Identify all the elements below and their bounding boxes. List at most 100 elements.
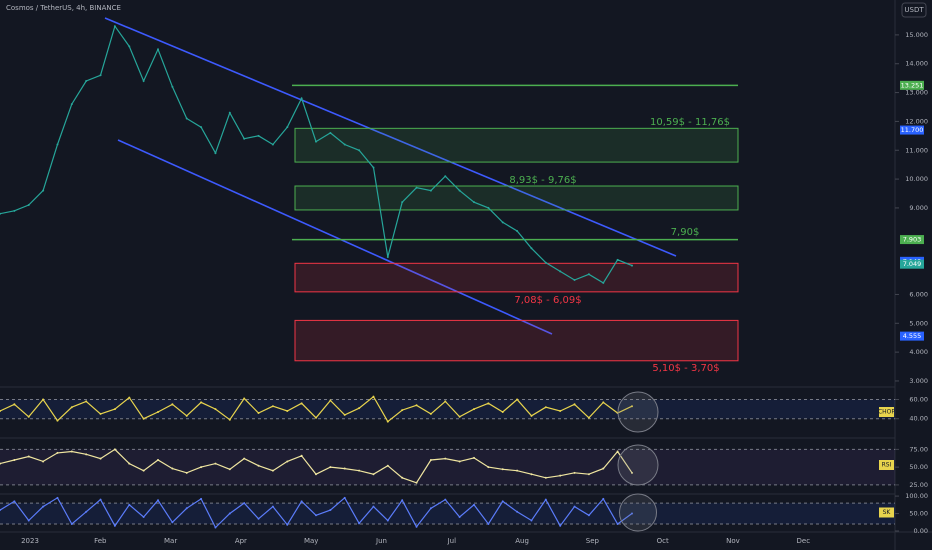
indicator-title: SK [883, 509, 892, 516]
data-point [142, 80, 145, 83]
data-point [113, 408, 116, 411]
data-point [559, 270, 562, 273]
data-point [544, 498, 547, 501]
zone-label: 10,59$ - 11,76$ [650, 117, 730, 128]
data-point [458, 415, 461, 418]
data-point [286, 410, 289, 413]
channel-line [117, 139, 553, 335]
data-point [372, 505, 375, 508]
zone-label: 7,08$ - 6,09$ [514, 295, 581, 306]
data-point [487, 466, 490, 469]
data-point [602, 467, 605, 470]
data-point [27, 519, 30, 522]
data-point [271, 405, 274, 408]
y-tick-label: 5.000 [909, 319, 928, 327]
data-point [27, 455, 30, 458]
data-point [343, 413, 346, 416]
price-tag [900, 331, 924, 341]
data-point [458, 516, 461, 519]
data-point [0, 410, 1, 413]
data-point [70, 103, 73, 106]
data-point [415, 404, 418, 407]
data-point [473, 456, 475, 459]
data-point [27, 204, 30, 207]
data-point [401, 409, 404, 412]
data-point [415, 525, 418, 528]
data-point [257, 517, 260, 520]
y-tick-label: 40.00 [909, 415, 928, 423]
price-tag [900, 259, 924, 269]
data-point [300, 454, 303, 457]
data-point [56, 143, 59, 146]
data-point [516, 510, 519, 513]
y-tick-label: 0.00 [914, 527, 928, 535]
data-point [530, 473, 533, 476]
indicator-tag [879, 507, 894, 518]
data-point [358, 469, 361, 472]
data-point [587, 473, 590, 476]
data-point [214, 462, 217, 465]
data-point [42, 460, 45, 463]
data-point [113, 25, 116, 28]
data-point [530, 414, 533, 417]
data-point [228, 468, 231, 471]
x-tick-label: Jun [375, 537, 387, 545]
data-point [587, 514, 590, 517]
currency-button[interactable] [901, 2, 927, 18]
data-point [415, 481, 418, 484]
data-point [171, 403, 174, 406]
data-point [386, 519, 389, 522]
data-point [458, 189, 461, 192]
data-point [128, 462, 131, 465]
data-point [27, 415, 30, 418]
data-point [631, 405, 633, 408]
zone-label: 5,10$ - 3,70$ [652, 363, 719, 374]
data-point [616, 258, 619, 261]
data-point [501, 500, 504, 503]
data-point [185, 117, 188, 120]
level-label: 7,90$ [671, 227, 700, 238]
data-point [329, 131, 332, 134]
x-tick-label: Nov [726, 537, 740, 545]
data-point [544, 406, 547, 409]
data-point [128, 503, 131, 506]
data-point [516, 230, 519, 232]
data-point [559, 410, 562, 413]
data-point [516, 398, 519, 401]
data-point [142, 469, 145, 472]
data-point [329, 509, 332, 512]
data-point [99, 498, 102, 501]
data-point [544, 476, 547, 479]
data-point [99, 74, 102, 77]
x-tick-label: Dec [797, 537, 811, 545]
indicator-tag [879, 407, 894, 417]
data-point [300, 97, 303, 100]
x-tick-label: Aug [515, 537, 529, 545]
data-point [530, 519, 533, 522]
currency[interactable]: USDT [904, 6, 924, 14]
data-point [228, 512, 231, 515]
data-point [631, 471, 633, 474]
data-point [358, 149, 361, 152]
data-point [429, 459, 432, 462]
data-point [401, 476, 404, 479]
data-point [602, 281, 605, 284]
data-point [113, 448, 116, 451]
zone [294, 262, 739, 293]
data-point [487, 402, 490, 405]
data-point [99, 412, 102, 415]
x-tick-label: Apr [235, 537, 247, 545]
x-tick-label: May [304, 537, 318, 545]
data-point [429, 507, 432, 510]
data-point [243, 397, 246, 400]
data-point [257, 464, 260, 467]
data-point [185, 507, 188, 510]
channel-line [104, 17, 677, 257]
data-point [444, 175, 447, 178]
data-point [142, 516, 145, 519]
data-point [56, 419, 59, 422]
data-point [329, 466, 332, 469]
data-point [128, 396, 131, 399]
data-point [559, 524, 562, 527]
y-tick-label: 15.000 [905, 31, 928, 39]
